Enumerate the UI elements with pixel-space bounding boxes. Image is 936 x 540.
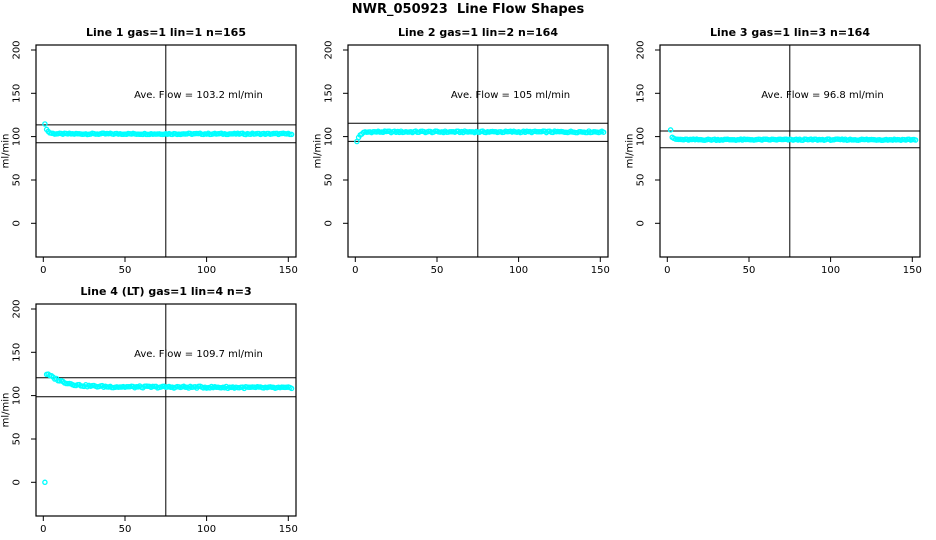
svg-text:0: 0 xyxy=(40,265,46,276)
panel-line4-chart: Line 4 (LT) gas=1 lin=4 n=30501001502000… xyxy=(1,285,298,535)
data-points-series xyxy=(667,127,919,144)
svg-text:100: 100 xyxy=(821,265,840,276)
svg-text:50: 50 xyxy=(636,174,647,187)
y-axis-label: ml/min xyxy=(313,134,324,169)
svg-text:0: 0 xyxy=(352,265,358,276)
svg-text:50: 50 xyxy=(119,265,132,276)
svg-text:50: 50 xyxy=(119,524,132,535)
plot-box xyxy=(659,44,921,258)
svg-text:150: 150 xyxy=(636,84,647,103)
panel-line1-chart: Line 1 gas=1 lin=1 n=165 0 50 100 150 200 0 50 1… xyxy=(1,26,298,276)
y-axis-label: ml/min xyxy=(1,393,12,428)
ave-flow-annotation: Ave. Flow = 105 ml/min xyxy=(451,90,570,101)
axes: 0 50 100 150 200 0 50 100 150 xyxy=(12,40,298,276)
svg-text:0: 0 xyxy=(324,220,335,226)
svg-text:50: 50 xyxy=(743,265,756,276)
svg-text:50: 50 xyxy=(12,174,23,187)
panel-title: Line 2 gas=1 lin=2 n=164 xyxy=(398,26,558,39)
plot-box xyxy=(35,44,297,258)
y-axis-label: ml/min xyxy=(625,134,636,169)
svg-text:150: 150 xyxy=(591,265,610,276)
svg-text:150: 150 xyxy=(324,84,335,103)
svg-text:100: 100 xyxy=(12,127,23,146)
panel-title: Line 1 gas=1 lin=1 n=165 xyxy=(86,26,246,39)
svg-text:0: 0 xyxy=(40,524,46,535)
ave-flow-annotation: Ave. Flow = 103.2 ml/min xyxy=(134,90,263,101)
y-axis-label: ml/min xyxy=(1,134,12,169)
svg-text:0: 0 xyxy=(636,220,647,226)
svg-text:0: 0 xyxy=(12,220,23,226)
svg-text:50: 50 xyxy=(431,265,444,276)
svg-text:50: 50 xyxy=(324,174,335,187)
svg-text:0: 0 xyxy=(12,479,23,485)
data-points-series xyxy=(42,121,295,138)
svg-text:150: 150 xyxy=(903,265,922,276)
axes: 0 50 100 150 200 0 50 100 150 xyxy=(636,40,922,276)
ave-flow-annotation: Ave. Flow = 109.7 ml/min xyxy=(134,349,263,360)
panel-line3-chart: Line 3 gas=1 lin=3 n=164 0 50 100 150 200 0 50 1… xyxy=(625,26,922,276)
panel-title: Line 4 (LT) gas=1 lin=4 n=3 xyxy=(80,285,251,298)
svg-text:100: 100 xyxy=(197,265,216,276)
svg-text:200: 200 xyxy=(324,40,335,59)
svg-text:100: 100 xyxy=(12,386,23,405)
plot-box xyxy=(347,44,609,258)
svg-text:50: 50 xyxy=(12,433,23,446)
svg-text:150: 150 xyxy=(12,84,23,103)
svg-text:100: 100 xyxy=(636,127,647,146)
main-title: NWR_050923 Line Flow Shapes xyxy=(351,2,585,17)
svg-text:200: 200 xyxy=(12,40,23,59)
svg-text:150: 150 xyxy=(12,343,23,362)
svg-text:150: 150 xyxy=(279,524,298,535)
plot-box xyxy=(35,303,297,517)
svg-text:100: 100 xyxy=(509,265,528,276)
data-points-series xyxy=(354,128,607,145)
svg-text:200: 200 xyxy=(636,40,647,59)
panel-line2-chart: Line 2 gas=1 lin=2 n=164 0 50 100 150 200 0 50 1… xyxy=(313,26,610,276)
ave-flow-annotation: Ave. Flow = 96.8 ml/min xyxy=(761,90,883,101)
svg-text:150: 150 xyxy=(279,265,298,276)
svg-text:100: 100 xyxy=(197,524,216,535)
svg-text:200: 200 xyxy=(12,299,23,318)
axes: 0 50 100 150 200 0 50 100 150 xyxy=(324,40,610,276)
svg-text:100: 100 xyxy=(324,127,335,146)
data-points-series xyxy=(42,371,295,486)
axes: 0 50 100 150 200 0 50 100 150 xyxy=(12,299,298,535)
svg-text:0: 0 xyxy=(664,265,670,276)
panel-title: Line 3 gas=1 lin=3 n=164 xyxy=(710,26,870,39)
